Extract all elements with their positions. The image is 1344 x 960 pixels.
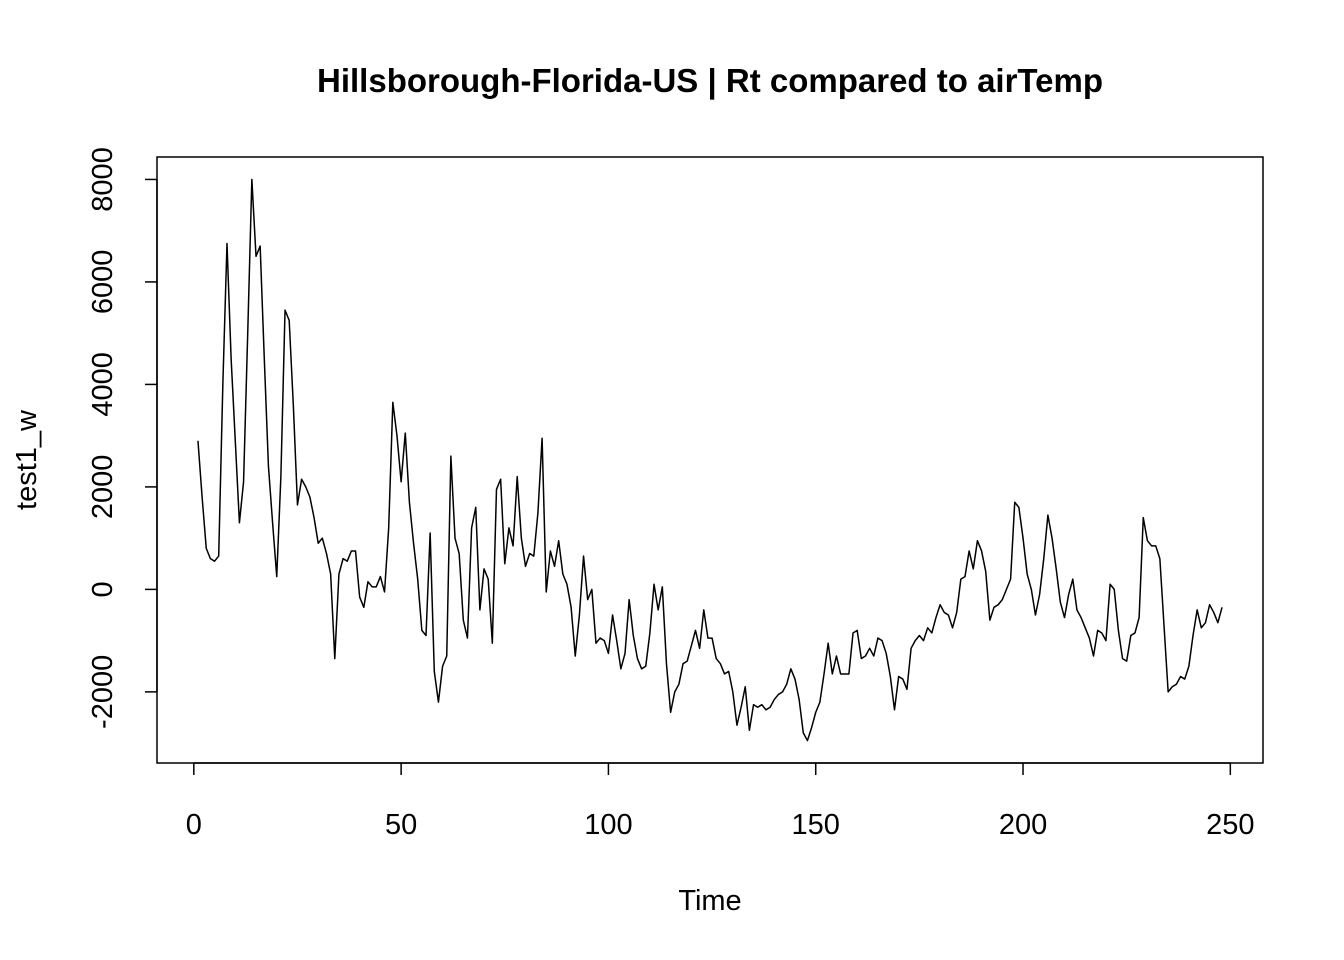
- plot-box: [156, 156, 1264, 764]
- y-axis-label: test1_w: [11, 409, 43, 510]
- data-line: [197, 178, 1223, 742]
- y-tick-label: 8000: [87, 147, 119, 212]
- x-tick-label: 0: [186, 809, 202, 841]
- x-tick-label: 250: [1206, 809, 1254, 841]
- x-tick-label: 200: [999, 809, 1047, 841]
- y-tick-label: 2000: [87, 455, 119, 520]
- y-tick-label: -2000: [87, 655, 119, 729]
- y-tick-label: 0: [87, 581, 119, 597]
- x-tick-label: 150: [792, 809, 840, 841]
- x-axis-label: Time: [678, 885, 741, 917]
- y-tick-label: 4000: [87, 352, 119, 417]
- chart-title: Hillsborough-Florida-US | Rt compared to…: [317, 62, 1103, 99]
- x-tick-label: 100: [584, 809, 632, 841]
- y-tick-label: 6000: [87, 250, 119, 315]
- x-tick-label: 50: [385, 809, 417, 841]
